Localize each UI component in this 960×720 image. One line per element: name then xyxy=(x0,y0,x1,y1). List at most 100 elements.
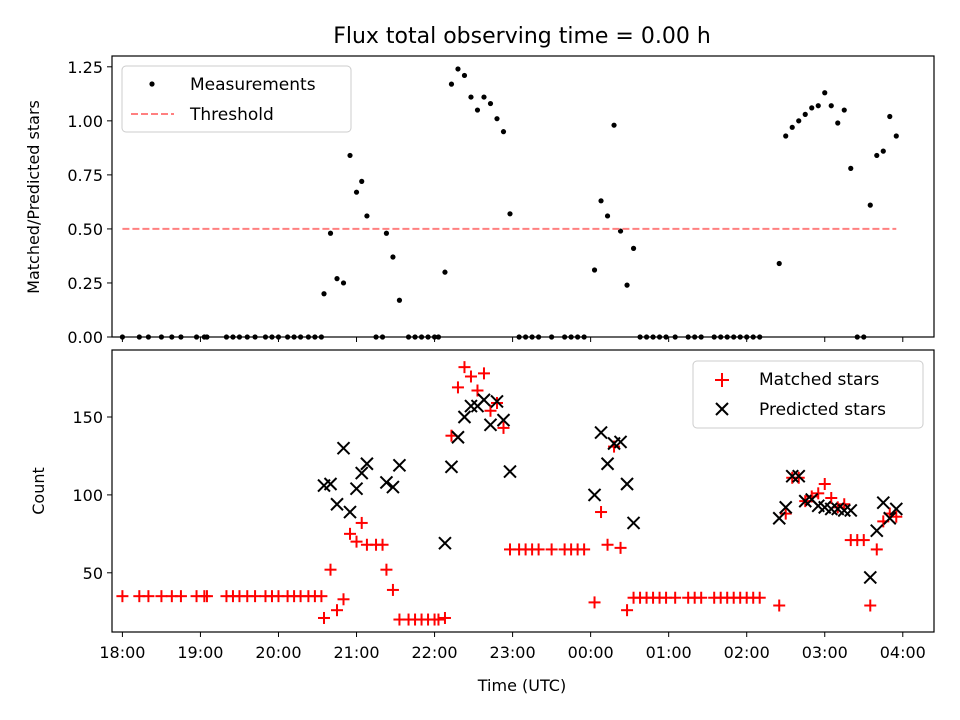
matched-star-point xyxy=(315,590,328,603)
predicted-star-point xyxy=(464,399,478,413)
predicted-star-point xyxy=(379,475,394,490)
matched-star-point xyxy=(490,396,503,409)
legend-matched-label: Matched stars xyxy=(759,370,879,390)
predicted-star-point xyxy=(477,393,491,407)
matched-star-point xyxy=(380,563,393,576)
predicted-star-point xyxy=(792,469,806,483)
matched-star-point xyxy=(477,367,490,380)
measurement-point xyxy=(835,120,841,126)
bottom-axes-frame xyxy=(111,349,935,633)
x-tick-label: 22:00 xyxy=(412,643,458,662)
matched-star-point xyxy=(779,507,792,520)
measurement-point xyxy=(841,107,847,113)
y-tick-label: 50 xyxy=(83,564,103,583)
matched-star-point xyxy=(249,590,262,603)
matched-star-point xyxy=(438,611,451,624)
matched-star-point xyxy=(174,590,187,603)
measurement-point xyxy=(822,90,828,96)
measurement-point xyxy=(353,189,360,195)
bottom-y-ticks: 50 100 150 xyxy=(72,408,112,583)
matched-star-point xyxy=(386,583,399,596)
measurement-point xyxy=(783,133,789,139)
y-tick-label: 150 xyxy=(72,408,103,427)
measurement-point xyxy=(494,116,500,122)
matched-star-point xyxy=(458,361,471,374)
predicted-star-point xyxy=(889,502,903,516)
bottom-legend-box xyxy=(692,360,924,429)
predicted-star-point xyxy=(785,469,799,483)
measurement-point xyxy=(461,72,468,79)
predicted-star-point xyxy=(626,516,641,530)
predicted-star-point xyxy=(444,460,459,474)
matched-star-point xyxy=(870,543,883,556)
predicted-star-point xyxy=(330,497,344,511)
matched-star-point xyxy=(818,477,831,490)
matched-star-point xyxy=(695,591,708,604)
matched-star-point xyxy=(331,604,344,617)
chart-title: Flux total observing time = 0.00 h xyxy=(333,24,711,49)
x-axis-label: Time (UTC) xyxy=(477,676,566,695)
matched-star-point xyxy=(595,506,608,519)
measurement-point xyxy=(815,103,821,109)
predicted-star-point xyxy=(844,503,858,518)
predicted-star-point xyxy=(837,503,851,518)
matched-star-point xyxy=(588,596,601,609)
measurement-point xyxy=(340,280,347,286)
predicted-star-point xyxy=(323,477,338,491)
predicted-star-point xyxy=(336,441,351,455)
predicted-star-point xyxy=(349,481,364,496)
predicted-star-point xyxy=(386,480,400,494)
top-panel: 0.00 0.25 0.50 0.75 1.00 1.25 Matched/Predict… xyxy=(24,55,935,347)
legend-measurements-marker xyxy=(149,81,155,87)
predicted-star-point xyxy=(496,413,511,427)
y-tick-label: 100 xyxy=(72,486,103,505)
x-tick-label: 03:00 xyxy=(802,643,848,662)
measurement-point xyxy=(321,291,327,297)
measurement-point xyxy=(809,105,815,111)
matched-star-point xyxy=(324,563,337,576)
measurement-point xyxy=(598,198,604,204)
measurement-point xyxy=(796,118,802,124)
x-tick-label: 20:00 xyxy=(255,643,301,662)
matched-star-point xyxy=(578,543,591,556)
measurement-point xyxy=(591,267,598,273)
predicted-star-point xyxy=(457,410,472,424)
measurement-point xyxy=(474,107,481,113)
predicted-star-point xyxy=(392,458,407,472)
measurement-point xyxy=(624,282,630,288)
y-tick-label: 0.25 xyxy=(67,274,103,293)
predicted-star-point xyxy=(483,418,498,432)
predicted-star-point xyxy=(772,511,786,525)
measurement-point xyxy=(500,129,507,135)
measurement-point xyxy=(507,211,513,217)
y-tick-label: 1.25 xyxy=(67,58,103,77)
predicted-star-point xyxy=(613,435,628,449)
predicted-star-point xyxy=(355,466,369,480)
matched-star-point xyxy=(464,370,477,383)
matched-star-point xyxy=(355,516,368,529)
bottom-points-group xyxy=(116,361,903,626)
measurement-point xyxy=(604,213,611,219)
measurement-point xyxy=(630,245,637,251)
top-legend: Measurements Threshold xyxy=(121,65,352,133)
predicted-star-point xyxy=(870,524,884,538)
measurement-point xyxy=(481,94,487,100)
measurement-point xyxy=(347,152,353,159)
matched-star-point xyxy=(376,538,389,551)
top-x-ticks xyxy=(121,337,904,342)
predicted-star-point xyxy=(587,488,602,502)
y-tick-label: 0.50 xyxy=(67,220,103,239)
matched-star-point xyxy=(857,534,870,547)
matched-star-point xyxy=(451,381,464,394)
measurement-point xyxy=(442,269,448,275)
measurement-point xyxy=(334,276,340,282)
predicted-star-point xyxy=(503,464,517,479)
x-tick-label: 00:00 xyxy=(568,643,614,662)
measurement-point xyxy=(383,230,390,236)
top-axes-frame xyxy=(111,55,935,338)
bottom-legend: Matched stars Predicted stars xyxy=(692,360,924,429)
measurement-point xyxy=(359,178,365,184)
predicted-star-point xyxy=(451,430,465,444)
matched-star-point xyxy=(318,611,331,624)
top-y-axis-label: Matched/Predicted stars xyxy=(24,100,43,294)
